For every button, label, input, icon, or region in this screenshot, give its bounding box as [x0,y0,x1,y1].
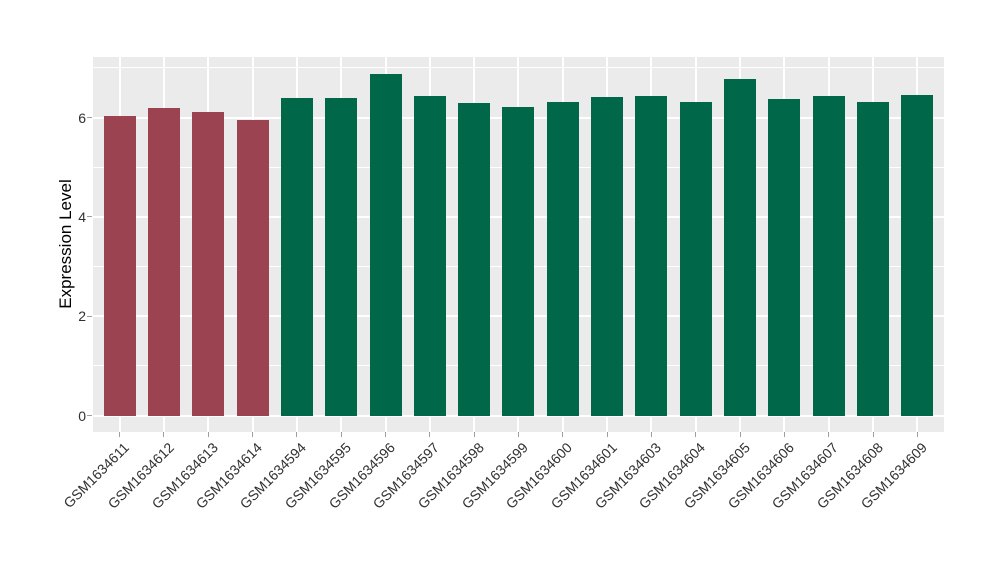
y-tick-mark [87,117,92,119]
y-tick-mark [87,216,92,218]
y-axis-title: Expression Level [56,179,75,309]
x-tick-mark [916,432,918,437]
bar-GSM1634597 [413,96,446,416]
x-tick-mark [119,432,121,437]
x-tick-mark [650,432,652,437]
x-tick-mark [695,432,697,437]
bar-GSM1634601 [591,96,624,416]
x-tick-mark [872,432,874,437]
y-tick-label: 4 [78,208,86,225]
bar-GSM1634598 [458,103,491,416]
x-tick-mark [163,432,165,437]
bar-GSM1634609 [901,95,934,416]
x-tick-mark [606,432,608,437]
bar-GSM1634605 [724,78,757,416]
bar-GSM1634595 [325,98,358,416]
x-tick-mark [473,432,475,437]
bar-GSM1634604 [679,102,712,416]
bar-GSM1634614 [236,119,269,416]
x-tick-mark [296,432,298,437]
bar-GSM1634594 [280,98,313,416]
bar-GSM1634607 [812,96,845,416]
x-tick-mark [783,432,785,437]
bar-GSM1634606 [768,98,801,416]
x-tick-mark [429,432,431,437]
y-tick-mark [87,315,92,317]
x-tick-mark [517,432,519,437]
y-tick-label: 0 [78,407,86,424]
bar-GSM1634603 [635,95,668,416]
bar-GSM1634599 [502,106,535,416]
y-tick-label: 2 [78,308,86,325]
y-tick-label: 6 [78,109,86,126]
bar-GSM1634600 [546,101,579,416]
plot-area [93,57,944,432]
x-tick-mark [340,432,342,437]
bar-GSM1634613 [192,112,225,416]
x-tick-mark [739,432,741,437]
x-tick-mark [562,432,564,437]
x-tick-mark [385,432,386,437]
bar-GSM1634596 [369,73,402,416]
bar-GSM1634608 [857,101,890,416]
y-tick-mark [87,415,92,417]
x-tick-mark [207,432,209,437]
bar-GSM1634612 [147,108,180,416]
x-tick-mark [252,432,254,437]
bar-GSM1634611 [103,116,136,416]
x-tick-mark [828,432,830,437]
